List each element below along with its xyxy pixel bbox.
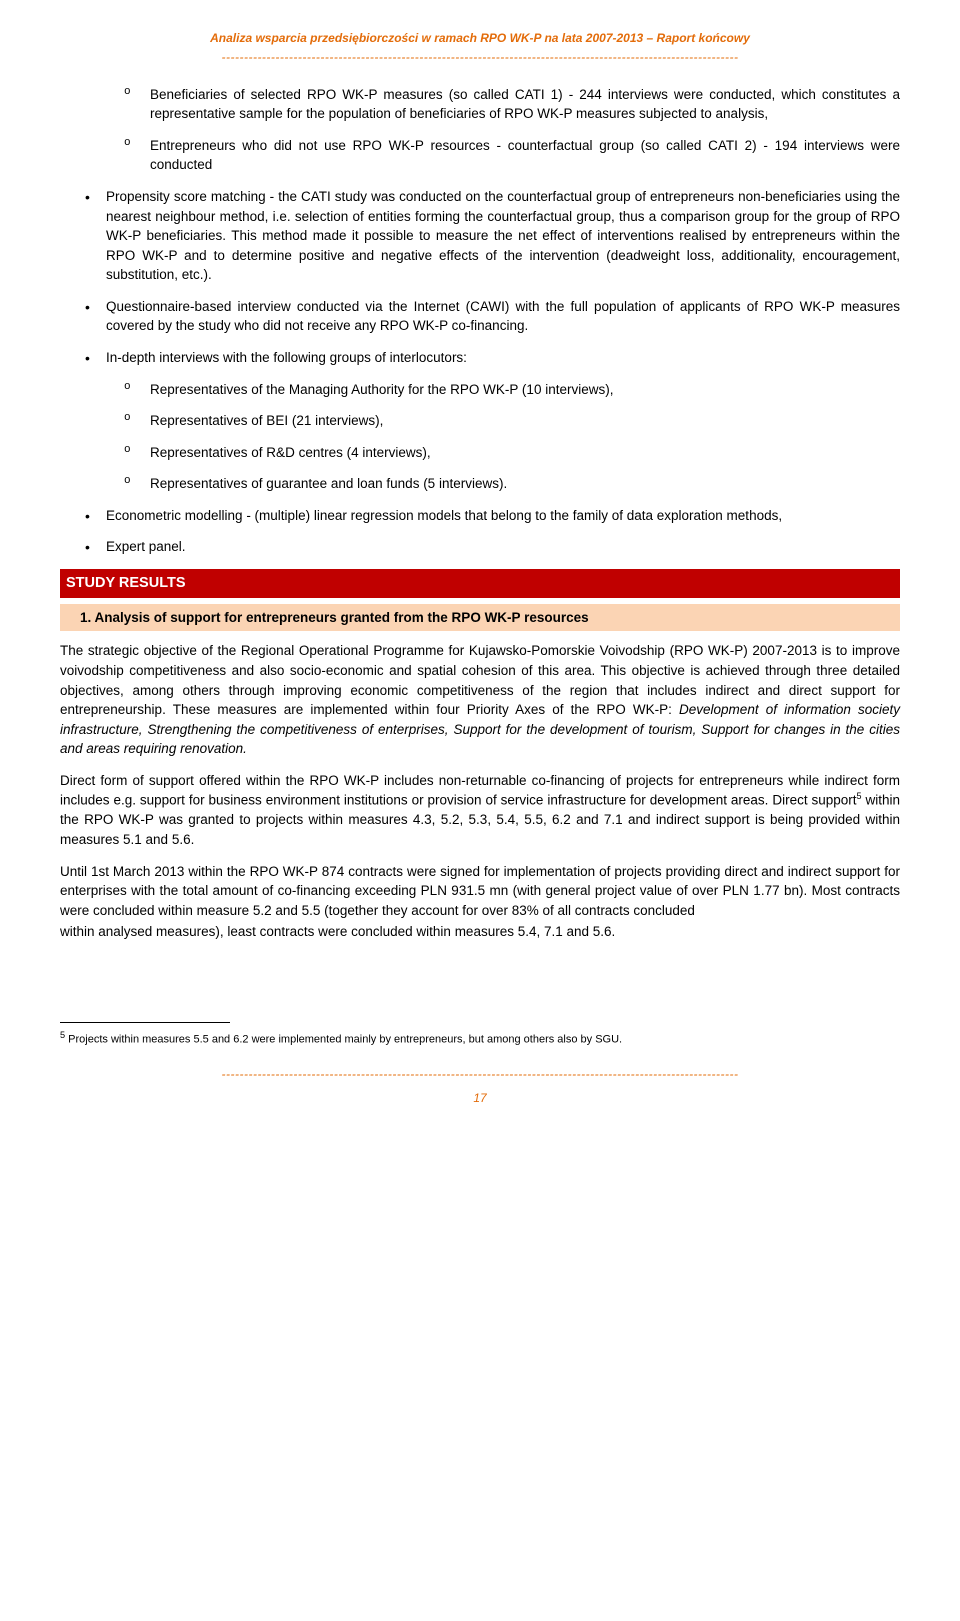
content-list-main-2: Econometric modelling - (multiple) linea… (60, 506, 900, 557)
paragraph: within analysed measures), least contrac… (60, 922, 900, 942)
heading-analysis-1: 1. Analysis of support for entrepreneurs… (60, 604, 900, 632)
list-item: Representatives of BEI (21 interviews), (60, 411, 900, 431)
list-item: Beneficiaries of selected RPO WK-P measu… (60, 85, 900, 124)
list-item: Propensity score matching - the CATI stu… (60, 187, 900, 285)
footnote-text: Projects within measures 5.5 and 6.2 wer… (65, 1034, 622, 1046)
paragraph: Until 1st March 2013 within the RPO WK-P… (60, 862, 900, 921)
list-item: Questionnaire-based interview conducted … (60, 297, 900, 336)
paragraph: Direct form of support offered within th… (60, 771, 900, 850)
header-dash-line: ----------------------------------------… (60, 49, 900, 66)
list-item: Expert panel. (60, 537, 900, 557)
paragraph: The strategic objective of the Regional … (60, 641, 900, 758)
content-list-main: Propensity score matching - the CATI stu… (60, 187, 900, 368)
footer-dash-line: ----------------------------------------… (60, 1066, 900, 1083)
footnote-rule (60, 1022, 230, 1023)
list-item: Representatives of guarantee and loan fu… (60, 474, 900, 494)
list-item: Econometric modelling - (multiple) linea… (60, 506, 900, 526)
list-item: Entrepreneurs who did not use RPO WK-P r… (60, 136, 900, 175)
list-item: Representatives of R&D centres (4 interv… (60, 443, 900, 463)
paragraph-text: Direct form of support offered within th… (60, 773, 900, 808)
footnote: 5 Projects within measures 5.5 and 6.2 w… (60, 1029, 900, 1049)
running-header: Analiza wsparcia przedsiębiorczości w ra… (60, 30, 900, 47)
page-number: 17 (60, 1090, 900, 1107)
content-list-b3-subs: Representatives of the Managing Authorit… (60, 380, 900, 494)
list-item: In-depth interviews with the following g… (60, 348, 900, 368)
list-item: Representatives of the Managing Authorit… (60, 380, 900, 400)
heading-study-results: STUDY RESULTS (60, 569, 900, 598)
content-list-top-subs: Beneficiaries of selected RPO WK-P measu… (60, 85, 900, 175)
